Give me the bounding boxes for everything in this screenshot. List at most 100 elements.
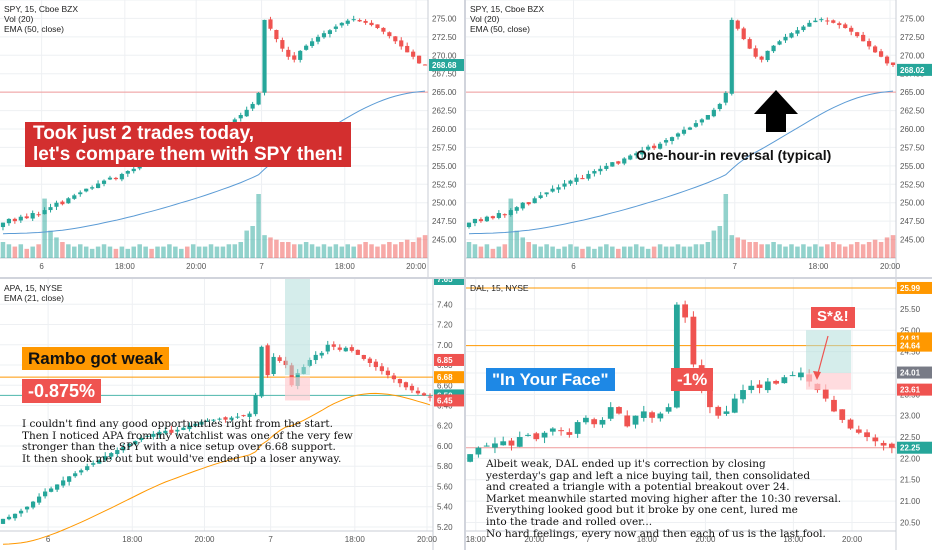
volume-bar xyxy=(101,244,107,258)
panel-separator xyxy=(0,277,932,279)
chart-header-line: DAL, 15, NYSE xyxy=(470,283,529,293)
callout-box: Took just 2 trades today, let's compare t… xyxy=(25,122,352,167)
volume-bar xyxy=(333,244,339,258)
candle xyxy=(286,46,291,60)
candle xyxy=(649,410,655,423)
candle xyxy=(409,383,415,393)
candle xyxy=(566,428,573,438)
candle xyxy=(349,344,354,353)
svg-text:6.45: 6.45 xyxy=(437,396,453,405)
y-tick-label: 6.20 xyxy=(437,422,453,431)
volume-bar xyxy=(627,246,633,258)
volume-bar xyxy=(179,248,184,258)
note-line: No hard feelings, every now and then eac… xyxy=(486,527,826,540)
candle xyxy=(583,415,589,425)
volume-bar xyxy=(339,246,345,258)
candle xyxy=(337,344,342,352)
svg-text:268.68: 268.68 xyxy=(432,61,457,70)
x-tick-label: 7 xyxy=(733,262,738,271)
x-tick-label: 18:00 xyxy=(637,535,658,544)
volume-bar xyxy=(12,246,18,258)
volume-bar xyxy=(268,237,273,258)
y-tick-label: 25.00 xyxy=(900,326,921,335)
svg-text:6.85: 6.85 xyxy=(437,356,453,365)
svg-text:22.25: 22.25 xyxy=(900,444,921,453)
candle xyxy=(30,210,35,221)
x-tick-label: 7 xyxy=(586,535,591,544)
candle xyxy=(861,31,866,42)
candle xyxy=(550,185,555,193)
volume-bar xyxy=(813,244,818,258)
candle xyxy=(381,27,386,35)
candle xyxy=(268,16,273,31)
note-line: Everything looked good but it broke by o… xyxy=(486,504,798,517)
grid xyxy=(466,0,896,259)
chart-panel-apa: 7.407.207.006.806.606.406.206.005.805.60… xyxy=(0,279,464,550)
candle xyxy=(274,29,279,43)
x-tick-label: 20:00 xyxy=(842,535,863,544)
candle xyxy=(85,463,90,472)
volume-bar xyxy=(854,242,860,258)
callout-box: One-hour-in reversal (typical) xyxy=(636,147,831,164)
candle xyxy=(422,64,428,66)
volume-bar xyxy=(143,246,148,258)
candle xyxy=(690,311,697,368)
profit-zone xyxy=(806,330,851,373)
y-tick-label: 22.50 xyxy=(900,433,921,442)
y-tick-label: 257.50 xyxy=(900,143,925,152)
x-tick-label: 6 xyxy=(46,535,51,544)
svg-text:6.68: 6.68 xyxy=(437,373,453,382)
candle xyxy=(533,431,540,442)
y-tick-label: 272.50 xyxy=(900,33,925,42)
arrow-head xyxy=(813,371,821,380)
candle xyxy=(325,340,330,355)
volume-bar xyxy=(297,244,303,258)
volume-bar xyxy=(0,242,6,258)
volume-bar xyxy=(890,235,896,258)
volume-bar xyxy=(610,246,615,258)
y-tick-label: 5.20 xyxy=(437,523,453,532)
candle xyxy=(693,120,699,128)
volume-bar xyxy=(30,246,35,258)
candle xyxy=(665,403,672,414)
chart-header-line: Vol (20) xyxy=(4,14,34,24)
candle xyxy=(391,372,397,383)
candle xyxy=(421,392,427,397)
candle xyxy=(18,214,23,223)
x-tick-label: 20:00 xyxy=(406,262,427,271)
y-tick-label: 275.00 xyxy=(432,14,457,23)
candle xyxy=(864,429,870,442)
y-tick-label: 255.00 xyxy=(900,162,925,171)
callout-text: Took just 2 trades today, xyxy=(33,123,255,144)
volume-bar xyxy=(562,246,567,258)
volume-bar xyxy=(735,237,741,258)
callout-box: -0.875% xyxy=(22,379,102,404)
volume-bar xyxy=(568,244,573,258)
candle xyxy=(331,341,336,351)
candle xyxy=(18,508,24,517)
candle xyxy=(658,141,663,150)
candle xyxy=(127,442,132,449)
candle xyxy=(139,435,144,443)
candle xyxy=(663,138,669,146)
volume-bar xyxy=(149,248,154,258)
candle xyxy=(367,356,372,367)
candle xyxy=(48,203,53,213)
volume-bar xyxy=(842,246,848,258)
volume-bar xyxy=(262,235,267,258)
candle xyxy=(747,37,752,50)
candle xyxy=(60,200,65,206)
volume-bar xyxy=(89,248,95,258)
volume-bar xyxy=(496,246,502,258)
y-tick-label: 5.80 xyxy=(437,462,453,471)
candle xyxy=(715,405,722,419)
candle xyxy=(592,169,597,177)
candle xyxy=(847,418,854,430)
candle xyxy=(699,118,704,126)
price-tag: 268.68 xyxy=(429,59,464,72)
candle xyxy=(417,55,422,64)
svg-text:24.81: 24.81 xyxy=(900,334,921,343)
callout-text: -1% xyxy=(677,370,708,389)
volume-bar xyxy=(657,244,663,258)
y-tick-label: 250.00 xyxy=(900,199,925,208)
